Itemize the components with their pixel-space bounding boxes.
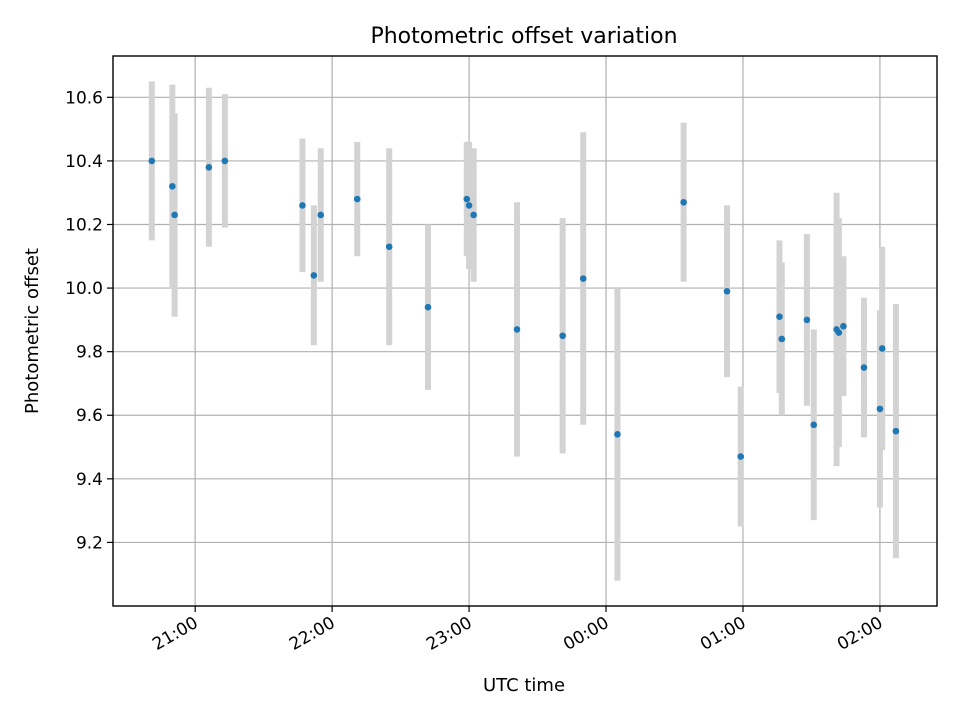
data-point (737, 453, 745, 460)
x-tick-label: 23:00 (423, 613, 475, 655)
data-point (385, 243, 393, 251)
data-point (310, 272, 318, 279)
data-point (317, 211, 325, 219)
data-point (614, 431, 621, 438)
y-tick-label: 10.4 (65, 152, 103, 172)
data-point (860, 364, 868, 371)
data-point (353, 195, 361, 203)
data-point (680, 198, 687, 206)
data-point (463, 195, 471, 203)
error-bars (148, 81, 899, 581)
data-point (776, 313, 783, 320)
data-point (840, 322, 847, 330)
y-tick-label: 9.8 (76, 343, 103, 363)
data-point (221, 157, 229, 165)
x-axis-ticks: 21:00 22:00 23:00 00:00 01:00 02:00 (149, 606, 886, 655)
data-point (835, 329, 843, 336)
data-point (803, 316, 811, 324)
data-point (878, 345, 886, 352)
x-tick-label: 21:00 (149, 613, 201, 655)
data-point (778, 335, 786, 343)
y-tick-label: 10.2 (65, 215, 103, 235)
y-tick-label: 9.4 (76, 470, 103, 490)
data-point (169, 183, 176, 190)
data-point (148, 157, 156, 165)
data-points (148, 157, 900, 460)
data-point (470, 211, 477, 219)
y-tick-label: 10.6 (65, 88, 103, 108)
data-point (810, 421, 818, 429)
y-axis-ticks: 9.2 9.4 9.6 9.8 10.0 10.2 10.4 10.6 (65, 88, 113, 553)
x-tick-label: 00:00 (560, 613, 612, 655)
data-point (559, 332, 566, 340)
data-point (892, 427, 900, 435)
y-axis-label: Photometric offset (22, 248, 43, 414)
data-point (205, 163, 213, 171)
x-tick-label: 01:00 (697, 613, 749, 655)
chart-title: Photometric offset variation (370, 24, 677, 49)
data-point (465, 202, 473, 209)
y-tick-label: 9.2 (76, 533, 103, 553)
data-point (171, 211, 178, 219)
data-point (876, 405, 884, 413)
y-tick-label: 10.0 (65, 279, 103, 299)
data-point (723, 287, 731, 295)
data-point (299, 202, 306, 209)
x-tick-label: 22:00 (286, 613, 338, 655)
y-tick-label: 9.6 (76, 406, 103, 426)
data-point (424, 303, 432, 311)
data-point (513, 326, 521, 333)
plot-frame (112, 55, 938, 607)
x-tick-label: 02:00 (834, 613, 886, 655)
data-point (579, 275, 587, 282)
x-axis-label: UTC time (483, 675, 565, 696)
